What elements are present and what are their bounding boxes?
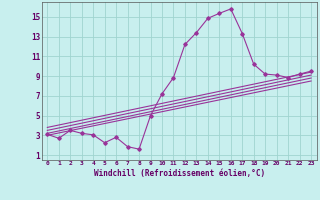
X-axis label: Windchill (Refroidissement éolien,°C): Windchill (Refroidissement éolien,°C) bbox=[94, 169, 265, 178]
